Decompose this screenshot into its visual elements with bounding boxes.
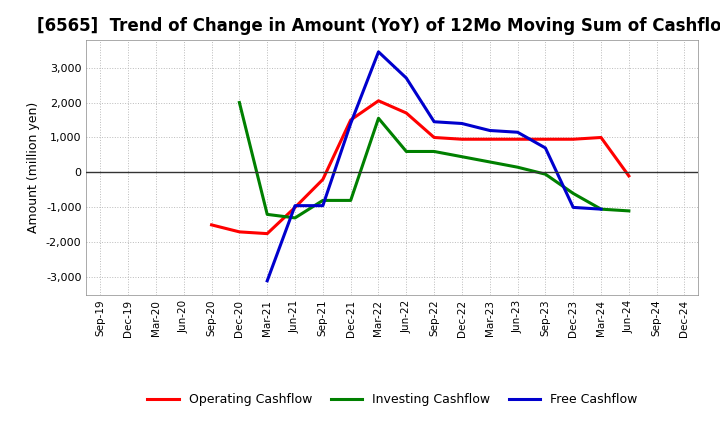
Operating Cashflow	[541, 136, 550, 142]
Investing Cashflow	[485, 159, 494, 165]
Line: Operating Cashflow: Operating Cashflow	[212, 101, 629, 234]
Operating Cashflow	[374, 98, 383, 103]
Operating Cashflow	[430, 135, 438, 140]
Operating Cashflow	[207, 222, 216, 227]
Line: Investing Cashflow: Investing Cashflow	[239, 103, 629, 218]
Investing Cashflow	[597, 206, 606, 212]
Investing Cashflow	[458, 154, 467, 159]
Operating Cashflow	[318, 177, 327, 182]
Investing Cashflow	[235, 100, 243, 105]
Investing Cashflow	[263, 212, 271, 217]
Investing Cashflow	[318, 198, 327, 203]
Investing Cashflow	[374, 116, 383, 121]
Operating Cashflow	[263, 231, 271, 236]
Investing Cashflow	[346, 198, 355, 203]
Legend: Operating Cashflow, Investing Cashflow, Free Cashflow: Operating Cashflow, Investing Cashflow, …	[143, 388, 642, 411]
Title: [6565]  Trend of Change in Amount (YoY) of 12Mo Moving Sum of Cashflows: [6565] Trend of Change in Amount (YoY) o…	[37, 17, 720, 35]
Investing Cashflow	[624, 208, 633, 213]
Operating Cashflow	[402, 110, 410, 116]
Operating Cashflow	[624, 173, 633, 179]
Operating Cashflow	[485, 136, 494, 142]
Investing Cashflow	[430, 149, 438, 154]
Operating Cashflow	[513, 136, 522, 142]
Operating Cashflow	[235, 229, 243, 235]
Operating Cashflow	[291, 205, 300, 210]
Investing Cashflow	[569, 191, 577, 196]
Operating Cashflow	[346, 117, 355, 123]
Operating Cashflow	[458, 136, 467, 142]
Operating Cashflow	[569, 136, 577, 142]
Investing Cashflow	[513, 165, 522, 170]
Y-axis label: Amount (million yen): Amount (million yen)	[27, 102, 40, 233]
Investing Cashflow	[291, 215, 300, 220]
Investing Cashflow	[402, 149, 410, 154]
Operating Cashflow	[597, 135, 606, 140]
Investing Cashflow	[541, 172, 550, 177]
